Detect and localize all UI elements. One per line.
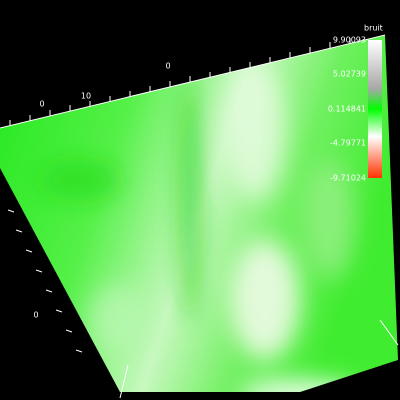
axis-label: 10	[81, 92, 91, 101]
axis-label: 0	[165, 62, 170, 71]
colorbar-label: 0.114841	[328, 105, 366, 114]
axis-label: 0	[39, 100, 44, 109]
colorbar-label: -9.71024	[330, 174, 366, 183]
colorbar-label: -4.79771	[330, 139, 366, 148]
colorbar-title: bruit	[364, 24, 383, 33]
colorbar-label: 9.90093	[333, 36, 366, 45]
axis-ticks	[0, 34, 399, 399]
axis-label: 0	[33, 311, 38, 320]
colorbar-label: 5.02739	[333, 70, 366, 79]
colorbar	[368, 40, 382, 178]
surface-texture	[40, 60, 360, 392]
